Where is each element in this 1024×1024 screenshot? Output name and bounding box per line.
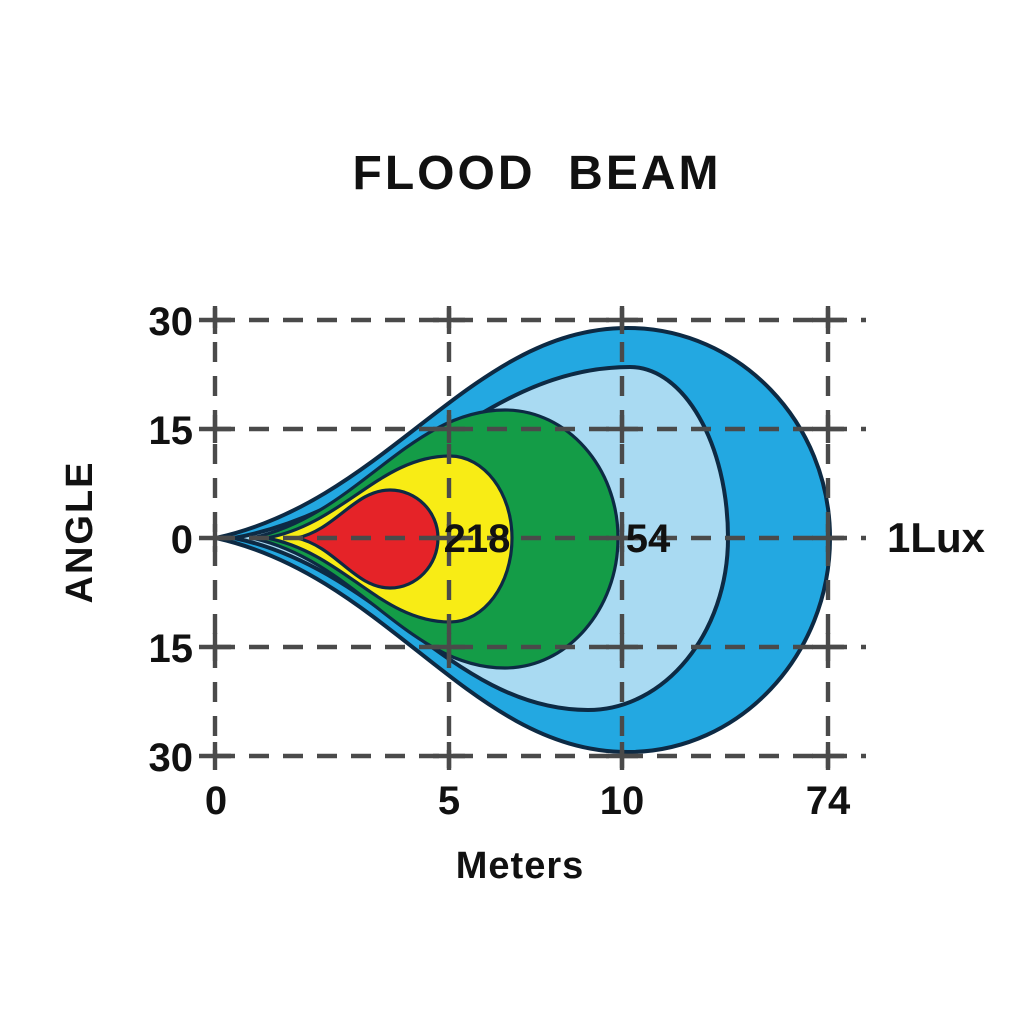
lux-annotation-54: 54: [625, 517, 671, 561]
y-tick-label-30-top: 30: [148, 300, 194, 344]
y-tick-label-15-bottom: 15: [148, 627, 194, 671]
dashed-grid-layer: [199, 306, 866, 770]
y-tick-label-0: 0: [170, 518, 193, 562]
x-tick-label-74: 74: [805, 779, 851, 823]
x-tick-label-10: 10: [599, 779, 645, 823]
y-tick-label-15-top: 15: [148, 409, 194, 453]
lux-annotation-1lux: 1Lux: [886, 514, 986, 561]
lux-annotation-218: 218: [443, 517, 511, 561]
y-axis-title: ANGLE: [59, 460, 101, 604]
x-tick-label-5: 5: [437, 779, 461, 823]
x-axis-title: Meters: [455, 845, 585, 887]
x-tick-label-0: 0: [204, 779, 228, 823]
chart-title: FLOOD BEAM: [352, 147, 722, 200]
y-tick-label-30-bottom: 30: [148, 736, 194, 780]
